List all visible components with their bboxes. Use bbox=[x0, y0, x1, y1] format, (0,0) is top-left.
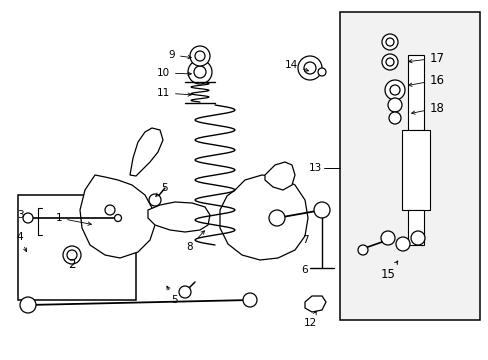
Circle shape bbox=[297, 56, 321, 80]
Circle shape bbox=[385, 58, 393, 66]
Polygon shape bbox=[80, 175, 155, 258]
Text: 18: 18 bbox=[411, 102, 444, 114]
Circle shape bbox=[105, 205, 115, 215]
Circle shape bbox=[149, 194, 161, 206]
Circle shape bbox=[317, 68, 325, 76]
Circle shape bbox=[388, 112, 400, 124]
Text: 12: 12 bbox=[303, 311, 316, 328]
Text: 6: 6 bbox=[301, 265, 307, 275]
Bar bbox=[339, 12, 479, 320]
Circle shape bbox=[195, 51, 204, 61]
Circle shape bbox=[380, 231, 394, 245]
Polygon shape bbox=[148, 202, 209, 232]
Text: 16: 16 bbox=[408, 73, 444, 86]
Circle shape bbox=[384, 80, 404, 100]
Bar bbox=[401, 130, 429, 210]
Bar bbox=[407, 55, 423, 130]
Circle shape bbox=[20, 297, 36, 313]
Polygon shape bbox=[305, 296, 325, 312]
Text: 4: 4 bbox=[17, 232, 27, 252]
Circle shape bbox=[243, 293, 257, 307]
Text: 13: 13 bbox=[308, 163, 321, 173]
Text: 9: 9 bbox=[168, 50, 191, 60]
Circle shape bbox=[381, 54, 397, 70]
Circle shape bbox=[268, 210, 285, 226]
Circle shape bbox=[313, 202, 329, 218]
Text: 3: 3 bbox=[17, 210, 23, 220]
Circle shape bbox=[67, 250, 77, 260]
Circle shape bbox=[385, 38, 393, 46]
Polygon shape bbox=[130, 128, 163, 176]
Circle shape bbox=[381, 34, 397, 50]
Circle shape bbox=[114, 215, 121, 221]
Circle shape bbox=[395, 237, 409, 251]
Text: 1: 1 bbox=[55, 213, 91, 225]
Circle shape bbox=[410, 231, 424, 245]
Circle shape bbox=[190, 46, 209, 66]
Bar bbox=[407, 210, 423, 245]
Circle shape bbox=[387, 98, 401, 112]
Polygon shape bbox=[220, 175, 307, 260]
Text: 14: 14 bbox=[284, 60, 308, 71]
Text: 11: 11 bbox=[157, 88, 191, 98]
Circle shape bbox=[187, 60, 212, 84]
Text: 17: 17 bbox=[408, 51, 444, 64]
Text: 7: 7 bbox=[301, 235, 307, 245]
Text: 5: 5 bbox=[155, 183, 168, 196]
Text: 2: 2 bbox=[68, 258, 76, 271]
Circle shape bbox=[194, 66, 205, 78]
Circle shape bbox=[357, 245, 367, 255]
Text: 8: 8 bbox=[186, 231, 204, 252]
Text: 5: 5 bbox=[166, 286, 178, 305]
Circle shape bbox=[389, 85, 399, 95]
Circle shape bbox=[63, 246, 81, 264]
Circle shape bbox=[179, 286, 191, 298]
Bar bbox=[18, 195, 136, 300]
Circle shape bbox=[23, 213, 33, 223]
Text: 15: 15 bbox=[380, 261, 397, 281]
Text: 10: 10 bbox=[157, 68, 191, 78]
Polygon shape bbox=[264, 162, 294, 190]
Circle shape bbox=[304, 62, 315, 74]
